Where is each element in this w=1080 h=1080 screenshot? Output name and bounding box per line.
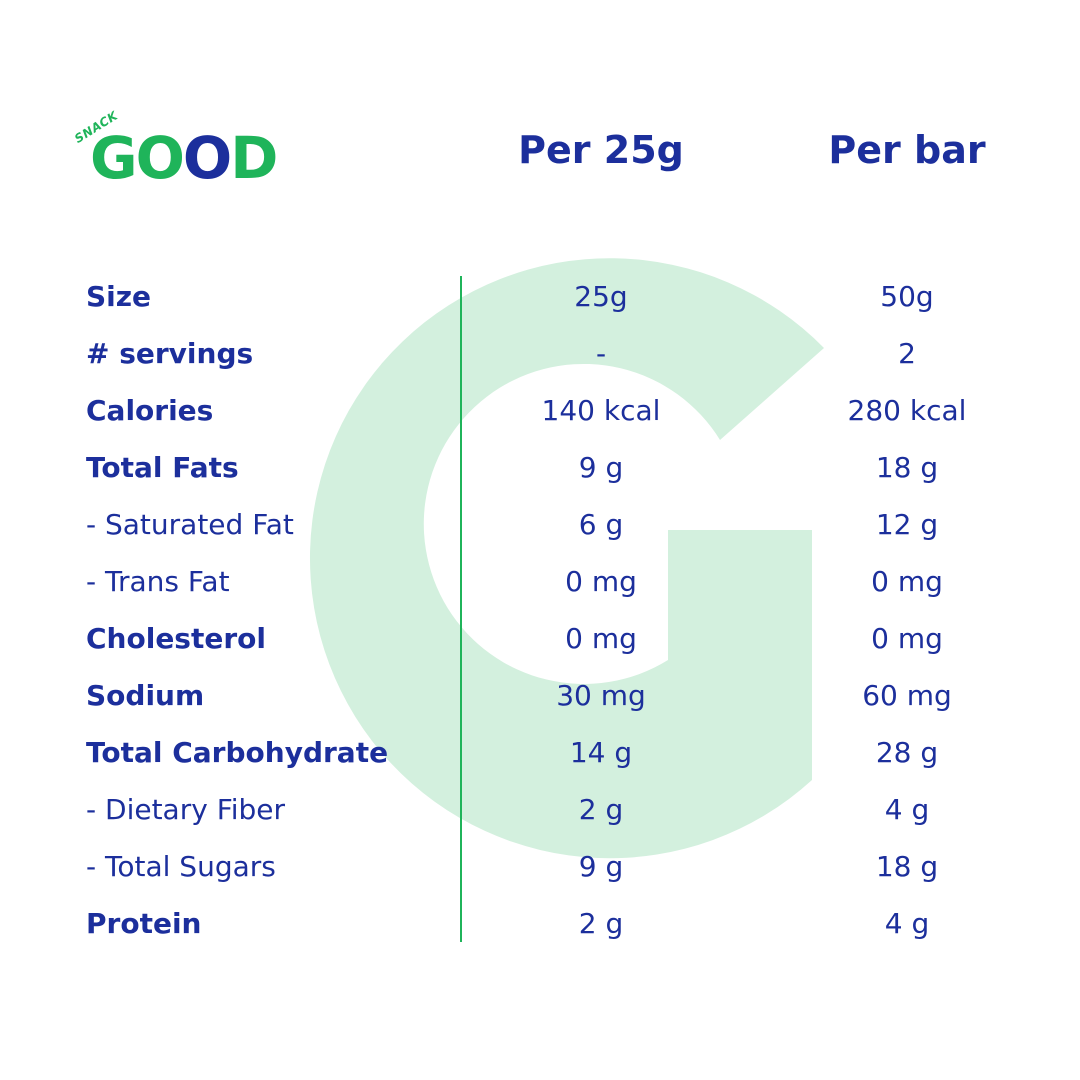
nutrient-label: # servings [86, 337, 254, 370]
value-per-25g: 2 g [578, 793, 624, 826]
value-per-25g: 25g [574, 280, 628, 313]
value-per-25g: 14 g [569, 736, 633, 769]
column-divider [460, 276, 462, 942]
nutrient-label: Sodium [86, 679, 205, 712]
table-row: Protein 2 g 4 g [0, 895, 1080, 952]
table-row: Size 25g 50g [0, 268, 1080, 325]
column-header-per-bar: Per bar [828, 128, 986, 172]
value-per-25g: - [595, 337, 607, 370]
value-per-bar: 18 g [875, 451, 939, 484]
logo-letter: D [230, 124, 278, 192]
logo-letter: O [135, 124, 185, 192]
value-per-25g: 140 kcal [541, 394, 661, 427]
table-row: - Dietary Fiber 2 g 4 g [0, 781, 1080, 838]
nutrient-label: Total Carbohydrate [86, 736, 389, 769]
table-row: Sodium 30 mg 60 mg [0, 667, 1080, 724]
value-per-25g: 2 g [578, 907, 624, 940]
nutrient-label: - Total Sugars [86, 850, 276, 883]
value-per-bar: 60 mg [862, 679, 952, 712]
table-row: # servings - 2 [0, 325, 1080, 382]
nutrient-label: - Dietary Fiber [86, 793, 286, 826]
value-per-25g: 9 g [578, 451, 624, 484]
nutrient-label: Protein [86, 907, 202, 940]
table-row: - Saturated Fat 6 g 12 g [0, 496, 1080, 553]
logo-good-text: GOOD [90, 124, 278, 192]
nutrition-table: Size 25g 50g # servings - 2 Calories 140 kcal 28… [0, 268, 1080, 952]
value-per-bar: 4 g [884, 907, 930, 940]
nutrient-label: Calories [86, 394, 214, 427]
logo-letter: G [90, 124, 138, 192]
value-per-bar: 280 kcal [847, 394, 967, 427]
value-per-25g: 0 mg [565, 622, 637, 655]
value-per-25g: 0 mg [565, 565, 637, 598]
nutrient-label: Cholesterol [86, 622, 266, 655]
nutrient-label: - Saturated Fat [86, 508, 294, 541]
value-per-25g: 6 g [578, 508, 624, 541]
value-per-bar: 4 g [884, 793, 930, 826]
value-per-bar: 28 g [875, 736, 939, 769]
value-per-bar: 18 g [875, 850, 939, 883]
table-row: Total Carbohydrate 14 g 28 g [0, 724, 1080, 781]
value-per-bar: 50g [880, 280, 934, 313]
value-per-bar: 12 g [875, 508, 939, 541]
table-row: - Trans Fat 0 mg 0 mg [0, 553, 1080, 610]
table-row: Total Fats 9 g 18 g [0, 439, 1080, 496]
value-per-bar: 2 [898, 337, 916, 370]
table-row: Calories 140 kcal 280 kcal [0, 382, 1080, 439]
nutrient-label: Size [86, 280, 152, 313]
table-row: Cholesterol 0 mg 0 mg [0, 610, 1080, 667]
column-header-per-25g: Per 25g [518, 128, 684, 172]
logo-letter: O [182, 124, 232, 192]
value-per-25g: 9 g [578, 850, 624, 883]
nutrient-label: - Trans Fat [86, 565, 230, 598]
snack-good-logo: SNACK GOOD [72, 108, 312, 198]
nutrient-label: Total Fats [86, 451, 239, 484]
value-per-bar: 0 mg [871, 565, 943, 598]
value-per-bar: 0 mg [871, 622, 943, 655]
table-row: - Total Sugars 9 g 18 g [0, 838, 1080, 895]
value-per-25g: 30 mg [556, 679, 646, 712]
